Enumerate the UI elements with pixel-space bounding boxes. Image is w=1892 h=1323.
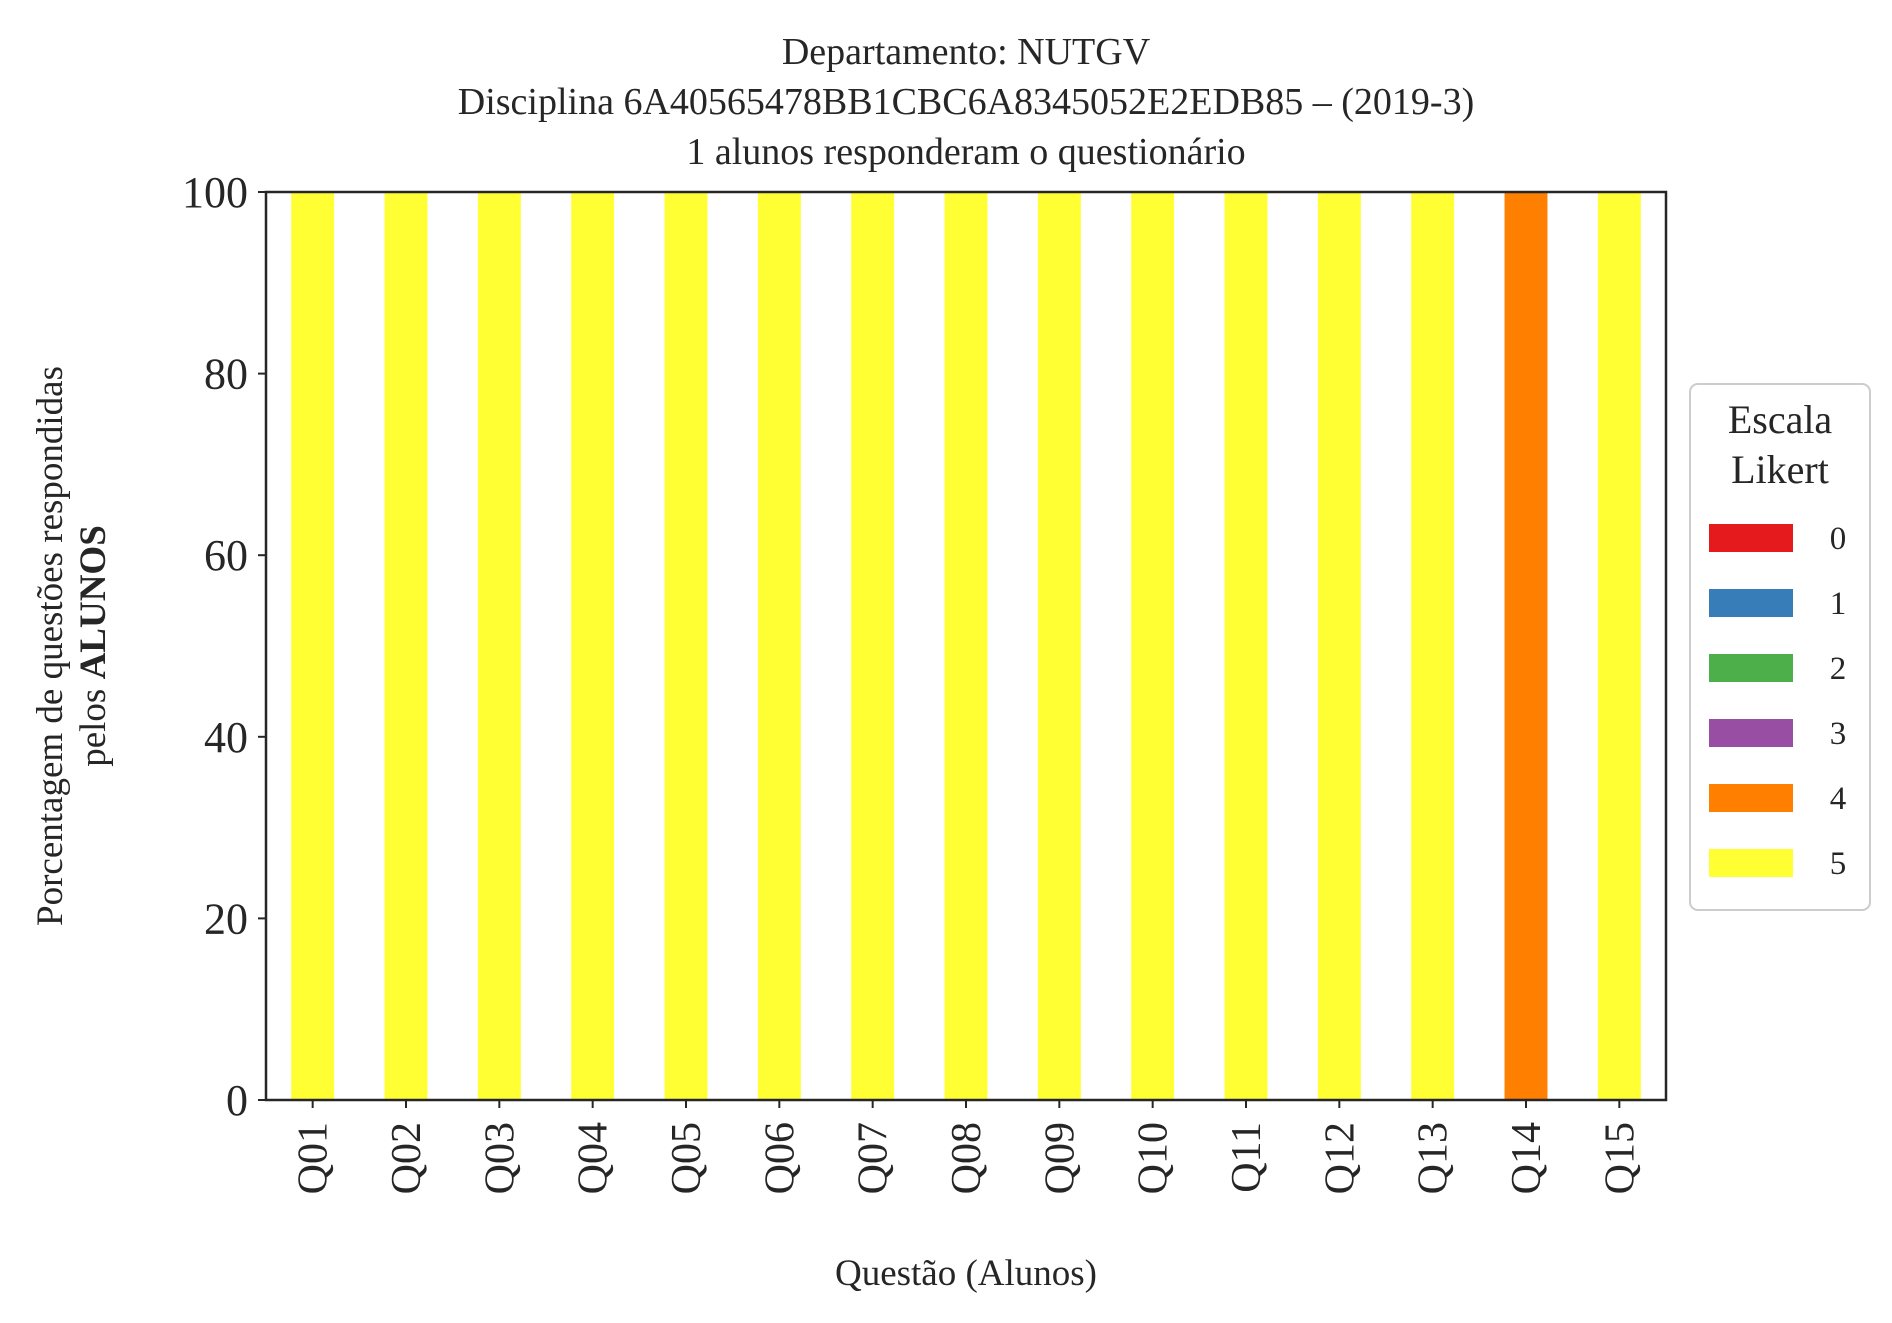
x-tick-label: Q03 — [477, 1122, 523, 1194]
x-tick-label: Q02 — [384, 1122, 430, 1194]
bar-Q04-likert-5 — [571, 192, 615, 1100]
title-line-1: Departamento: NUTGV — [782, 31, 1151, 73]
legend-title-line1: Escala — [1728, 397, 1833, 442]
legend-label-3: 3 — [1830, 716, 1847, 752]
x-tick-label: Q05 — [664, 1122, 710, 1194]
bar-Q15-likert-5 — [1597, 192, 1641, 1100]
legend-frame — [1689, 383, 1871, 911]
y-tick-label: 0 — [226, 1076, 248, 1125]
x-axis-ticks: Q01 Q02 Q03 Q04 Q05 Q06 Q07 Q08 Q09 Q10 Q11 Q12 Q13 Q… — [291, 1100, 1643, 1194]
legend-label-4: 4 — [1830, 781, 1847, 817]
x-tick-label: Q10 — [1131, 1122, 1177, 1194]
legend-swatch-1 — [1709, 589, 1793, 617]
y-tick-label: 40 — [204, 713, 248, 762]
bar-Q03-likert-5 — [477, 192, 521, 1100]
y-axis-label-prefix: pelos — [73, 679, 114, 766]
x-tick-label: Q07 — [851, 1122, 897, 1194]
y-tick-label: 60 — [204, 531, 248, 580]
legend-swatch-3 — [1709, 719, 1793, 747]
x-tick-label: Q08 — [944, 1122, 990, 1194]
legend-swatch-4 — [1709, 784, 1793, 812]
legend-label-5: 5 — [1830, 846, 1847, 882]
bar-Q10-likert-5 — [1131, 192, 1175, 1100]
y-tick-label: 80 — [204, 350, 248, 399]
bar-Q07-likert-5 — [851, 192, 895, 1100]
x-tick-label: Q15 — [1597, 1122, 1643, 1194]
x-tick-label: Q06 — [757, 1122, 803, 1194]
bar-Q02-likert-5 — [384, 192, 428, 1100]
bar-Q12-likert-5 — [1317, 192, 1361, 1100]
bar-Q08-likert-5 — [944, 192, 988, 1100]
legend-swatch-2 — [1709, 654, 1793, 682]
legend-label-1: 1 — [1830, 586, 1847, 622]
y-axis-label-bold: ALUNOS — [73, 525, 114, 679]
title-line-3: 1 alunos responderam o questionário — [686, 131, 1245, 173]
legend-title-line2: Likert — [1731, 447, 1829, 492]
legend-swatch-5 — [1709, 849, 1793, 877]
bar-Q14-likert-4 — [1504, 192, 1548, 1100]
legend-swatch-0 — [1709, 524, 1793, 552]
chart-title: Departamento: NUTGV Disciplina 6A4056547… — [458, 31, 1474, 173]
y-axis-label-line2: pelos ALUNOS — [73, 525, 114, 767]
legend: Escala Likert 0 1 2 3 4 5 — [1689, 383, 1871, 911]
bars — [291, 192, 1641, 1100]
legend-label-2: 2 — [1830, 651, 1847, 687]
bar-Q01-likert-5 — [291, 192, 335, 1100]
bar-Q11-likert-5 — [1224, 192, 1268, 1100]
x-tick-label: Q01 — [291, 1122, 337, 1194]
y-tick-label: 20 — [204, 894, 248, 943]
bar-Q05-likert-5 — [664, 192, 708, 1100]
x-tick-label: Q14 — [1504, 1122, 1550, 1194]
x-tick-label: Q13 — [1411, 1122, 1457, 1194]
x-tick-label: Q11 — [1224, 1122, 1270, 1193]
y-axis-label-line1: Porcentagem de questões respondidas — [30, 366, 71, 926]
bar-Q06-likert-5 — [757, 192, 801, 1100]
x-tick-label: Q12 — [1317, 1122, 1363, 1194]
y-axis-label: Porcentagem de questões respondidas pelo… — [30, 366, 114, 926]
x-tick-label: Q04 — [571, 1122, 617, 1194]
x-axis-label: Questão (Alunos) — [835, 1253, 1097, 1294]
y-axis-ticks: 0 20 40 60 80 100 — [182, 168, 266, 1125]
bar-Q13-likert-5 — [1411, 192, 1455, 1100]
legend-label-0: 0 — [1830, 521, 1847, 557]
y-tick-label: 100 — [182, 168, 248, 217]
legend-items: 0 1 2 3 4 5 — [1709, 521, 1846, 882]
x-tick-label: Q09 — [1037, 1122, 1083, 1194]
title-line-2: Disciplina 6A40565478BB1CBC6A8345052E2ED… — [458, 81, 1474, 123]
bar-Q09-likert-5 — [1037, 192, 1081, 1100]
